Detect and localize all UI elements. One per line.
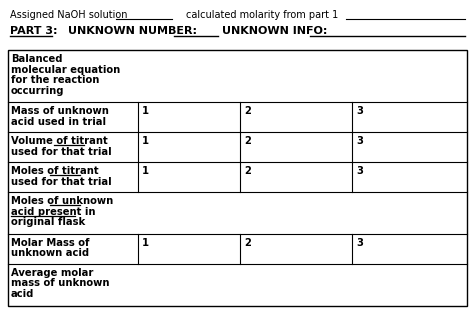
Text: for the reaction: for the reaction xyxy=(11,75,100,85)
Text: 1: 1 xyxy=(142,106,149,116)
Text: 1: 1 xyxy=(142,238,149,248)
Text: calculated molarity from part 1: calculated molarity from part 1 xyxy=(186,10,338,20)
Text: 1: 1 xyxy=(142,166,149,176)
Text: 3: 3 xyxy=(356,106,363,116)
Text: Moles of unknown: Moles of unknown xyxy=(11,196,113,206)
Text: Moles of titrant: Moles of titrant xyxy=(11,166,99,176)
Text: Balanced: Balanced xyxy=(11,54,63,64)
Text: acid: acid xyxy=(11,289,35,299)
Text: acid used in trial: acid used in trial xyxy=(11,117,106,127)
Text: Molar Mass of: Molar Mass of xyxy=(11,238,90,248)
Text: acid present in: acid present in xyxy=(11,206,95,216)
Text: original flask: original flask xyxy=(11,217,85,227)
Text: 2: 2 xyxy=(244,166,251,176)
Text: 3: 3 xyxy=(356,238,363,248)
Text: 2: 2 xyxy=(244,238,251,248)
Text: 3: 3 xyxy=(356,136,363,146)
Text: 2: 2 xyxy=(244,106,251,116)
Text: Mass of unknown: Mass of unknown xyxy=(11,106,109,116)
Text: occurring: occurring xyxy=(11,86,64,96)
Text: UNKNOWN INFO:: UNKNOWN INFO: xyxy=(222,26,328,36)
Text: 1: 1 xyxy=(142,136,149,146)
Bar xyxy=(8,50,467,306)
Text: mass of unknown: mass of unknown xyxy=(11,279,109,289)
Text: UNKNOWN NUMBER:: UNKNOWN NUMBER: xyxy=(68,26,197,36)
Text: molecular equation: molecular equation xyxy=(11,64,120,74)
Text: Average molar: Average molar xyxy=(11,268,93,278)
Text: used for that trial: used for that trial xyxy=(11,176,111,186)
Text: used for that trial: used for that trial xyxy=(11,147,111,156)
Text: Assigned NaOH solution: Assigned NaOH solution xyxy=(10,10,128,20)
Text: 3: 3 xyxy=(356,166,363,176)
Text: PART 3:: PART 3: xyxy=(10,26,57,36)
Text: Volume of titrant: Volume of titrant xyxy=(11,136,108,146)
Text: unknown acid: unknown acid xyxy=(11,249,89,259)
Text: 2: 2 xyxy=(244,136,251,146)
